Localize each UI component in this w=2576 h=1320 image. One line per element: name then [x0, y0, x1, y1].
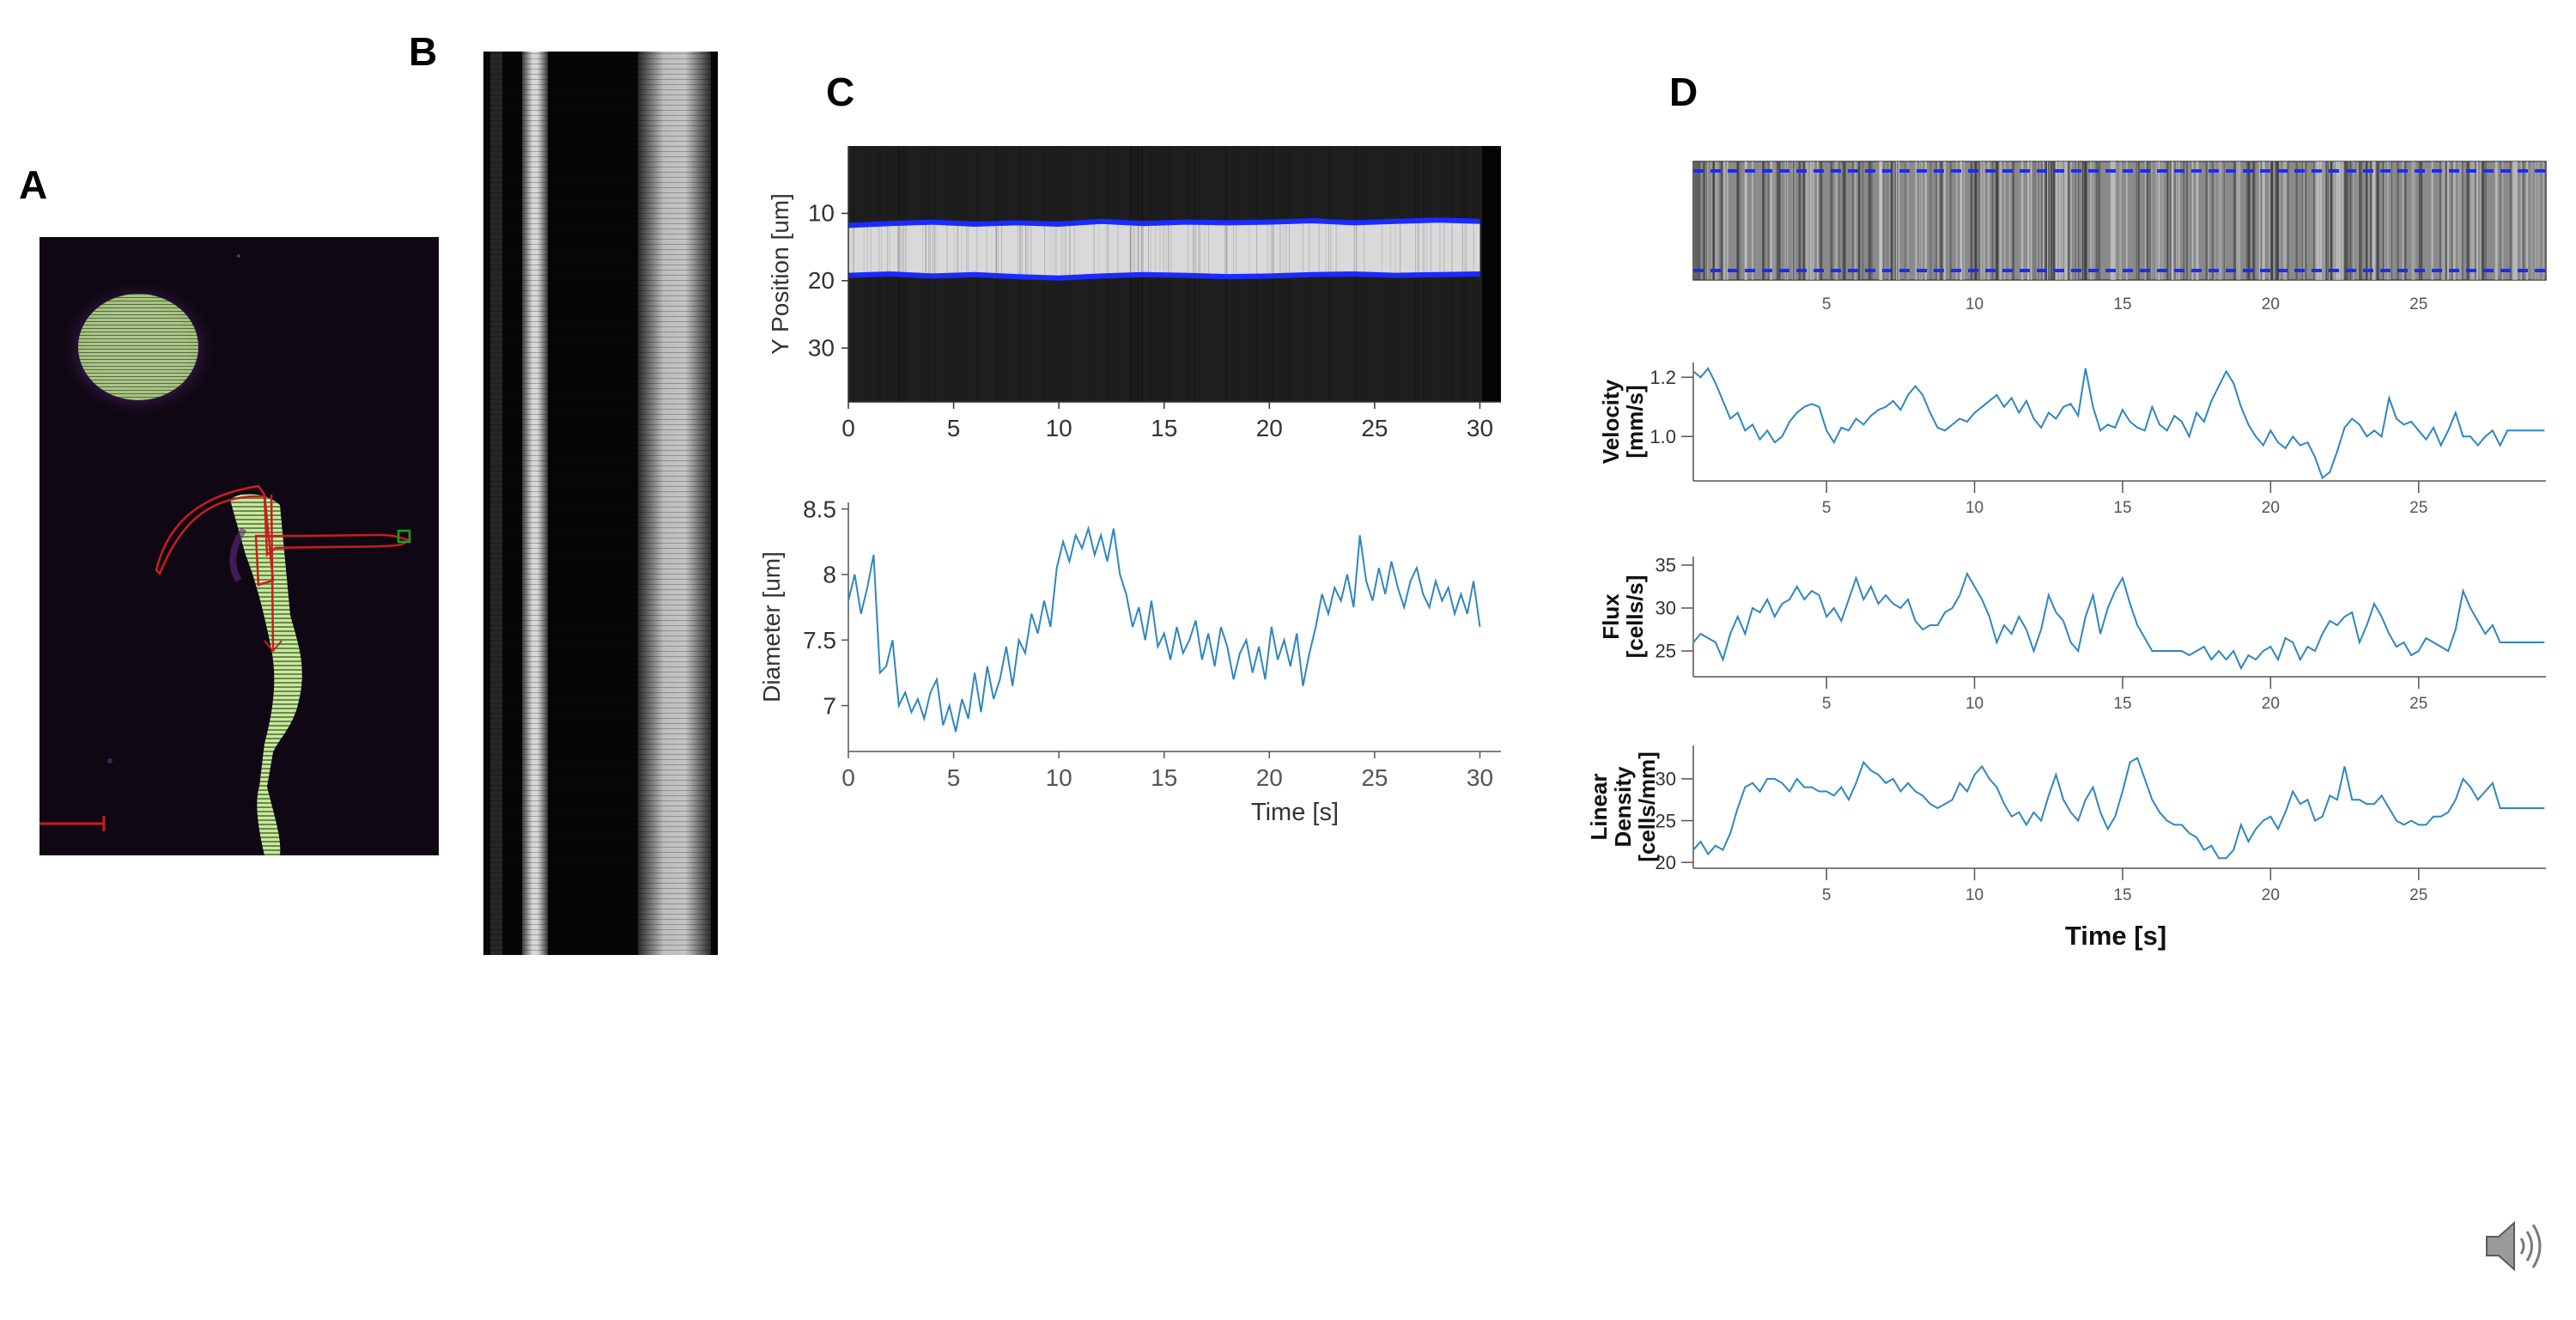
- roi-outline[interactable]: [155, 484, 412, 587]
- x-tick-label: 5: [1822, 695, 1832, 713]
- kymograph-end-strip: [1481, 146, 1501, 402]
- x-tick-label: 15: [1151, 764, 1177, 791]
- x-tick-label: 5: [947, 764, 961, 791]
- y-axis-label-line: [cells/s]: [1622, 575, 1648, 659]
- y-tick-label: 20: [808, 267, 835, 294]
- x-tick-label: 25: [2409, 499, 2427, 517]
- x-tick-label: 20: [1256, 415, 1283, 441]
- y-axis-label-line: [mm/s]: [1622, 385, 1648, 458]
- speck: [237, 254, 240, 258]
- panel-label-c: C: [826, 70, 855, 114]
- speaker-icon-svg: [2486, 1220, 2542, 1272]
- roi-arrow: [264, 640, 283, 653]
- linescan-chart: 5 10 15 20 25: [1692, 161, 2547, 313]
- x-tick-label: 25: [2409, 295, 2427, 313]
- x-tick-label: 10: [1965, 499, 1984, 517]
- x-axis-label: Time [s]: [2065, 921, 2166, 951]
- y-tick-label: 10: [808, 199, 835, 226]
- kymograph-texture: [483, 52, 718, 955]
- y-axis-label-line: Velocity: [1598, 379, 1624, 464]
- y-tick-label: 20: [1656, 852, 1676, 873]
- green-marker[interactable]: [397, 529, 411, 544]
- microscopy-image: [39, 237, 439, 855]
- y-axis-label: Flux[cells/s]: [1598, 575, 1648, 659]
- y-axis-label-line: Flux: [1598, 593, 1624, 640]
- y-tick-label: 1.0: [1649, 426, 1676, 447]
- speaker-volume-icon[interactable]: [2480, 1213, 2547, 1280]
- x-tick-label: 10: [1965, 886, 1984, 904]
- x-tick-label: 0: [841, 415, 855, 441]
- lower-edge-line: [848, 271, 1480, 281]
- y-tick-label: 25: [1656, 641, 1676, 662]
- x-axis-label: Time [s]: [1251, 799, 1339, 826]
- y-axis-label: Velocity[mm/s]: [1598, 379, 1648, 464]
- kymograph-chart: 10 20 30 0 5 10 15 20 25 30 Y Position [um]: [767, 146, 1501, 441]
- y-tick-label: 30: [808, 334, 835, 361]
- data-series-line: [1692, 757, 2545, 860]
- x-tick-label: 25: [2409, 886, 2427, 904]
- x-tick-label: 5: [1822, 499, 1832, 517]
- x-tick-label: 20: [2262, 499, 2280, 517]
- roi-line[interactable]: [270, 494, 275, 650]
- vessel-wall: [229, 526, 247, 583]
- panel-label-d: D: [1669, 70, 1698, 114]
- y-tick-label: 8: [823, 562, 836, 588]
- x-tick-label: 25: [2409, 695, 2427, 713]
- panel-label-a: A: [19, 162, 48, 207]
- y-axis-label-line: Density: [1610, 766, 1636, 847]
- x-tick-label: 20: [2262, 295, 2280, 313]
- x-tick-label: 5: [1822, 295, 1832, 313]
- y-axis-label-line: Linear: [1586, 773, 1612, 840]
- y-tick-label: 7: [823, 692, 836, 719]
- x-tick-label: 15: [1151, 415, 1177, 441]
- y-tick-label: 35: [1656, 555, 1676, 576]
- y-axis-label: Y Position [um]: [767, 193, 793, 355]
- vertical-kymograph: [483, 52, 718, 955]
- x-tick-label: 25: [1361, 764, 1388, 791]
- y-tick-label: 25: [1656, 810, 1676, 831]
- x-tick-label: 15: [2113, 499, 2131, 517]
- x-tick-label: 5: [1822, 886, 1832, 904]
- x-tick-label: 20: [2262, 886, 2280, 904]
- x-tick-label: 25: [1361, 415, 1388, 441]
- flux-chart: 25 30 35 5 10 15 20 25 Flux[cells/s]: [1598, 555, 2546, 713]
- diameter-chart: 7 7.5 8 8.5 0 5 10 15 20 25 30 Time [s] Diameter [um…: [758, 496, 1501, 826]
- x-tick-label: 10: [1046, 415, 1072, 441]
- y-tick-label: 1.2: [1649, 367, 1676, 388]
- x-tick-label: 20: [1256, 764, 1283, 791]
- y-tick-label: 7.5: [803, 627, 836, 654]
- upper-edge-line: [848, 217, 1480, 228]
- round-cell: [78, 294, 198, 400]
- panel-label-b: B: [409, 29, 438, 74]
- x-tick-label: 30: [1467, 415, 1493, 441]
- x-tick-label: 10: [1046, 764, 1072, 791]
- microscopy-image-svg: [39, 254, 412, 855]
- data-series-line: [1692, 571, 2545, 671]
- x-tick-label: 5: [947, 415, 961, 441]
- capillary-vessel: [230, 494, 302, 855]
- x-tick-label: 15: [2113, 886, 2131, 904]
- y-tick-label: 30: [1656, 769, 1676, 790]
- x-tick-label: 15: [2113, 695, 2131, 713]
- x-tick-label: 30: [1467, 764, 1493, 791]
- y-axis-label-line: [cells/mm]: [1634, 751, 1660, 862]
- x-tick-label: 10: [1965, 695, 1984, 713]
- data-series-line: [1692, 367, 2545, 480]
- y-tick-label: 30: [1656, 598, 1676, 619]
- x-tick-label: 10: [1965, 295, 1984, 313]
- vertical-kymograph-svg: [483, 52, 718, 955]
- x-tick-label: 15: [2113, 295, 2131, 313]
- x-tick-label: 20: [2262, 695, 2280, 713]
- velocity-chart: 1.0 1.2 5 10 15 20 25 Velocity[mm/s]: [1598, 362, 2546, 517]
- data-series-line: [848, 525, 1481, 733]
- y-axis-label: Diameter [um]: [758, 551, 785, 703]
- speck: [107, 758, 112, 763]
- vessel-band: [848, 220, 1480, 278]
- y-tick-label: 8.5: [803, 496, 836, 522]
- x-tick-label: 0: [841, 764, 855, 791]
